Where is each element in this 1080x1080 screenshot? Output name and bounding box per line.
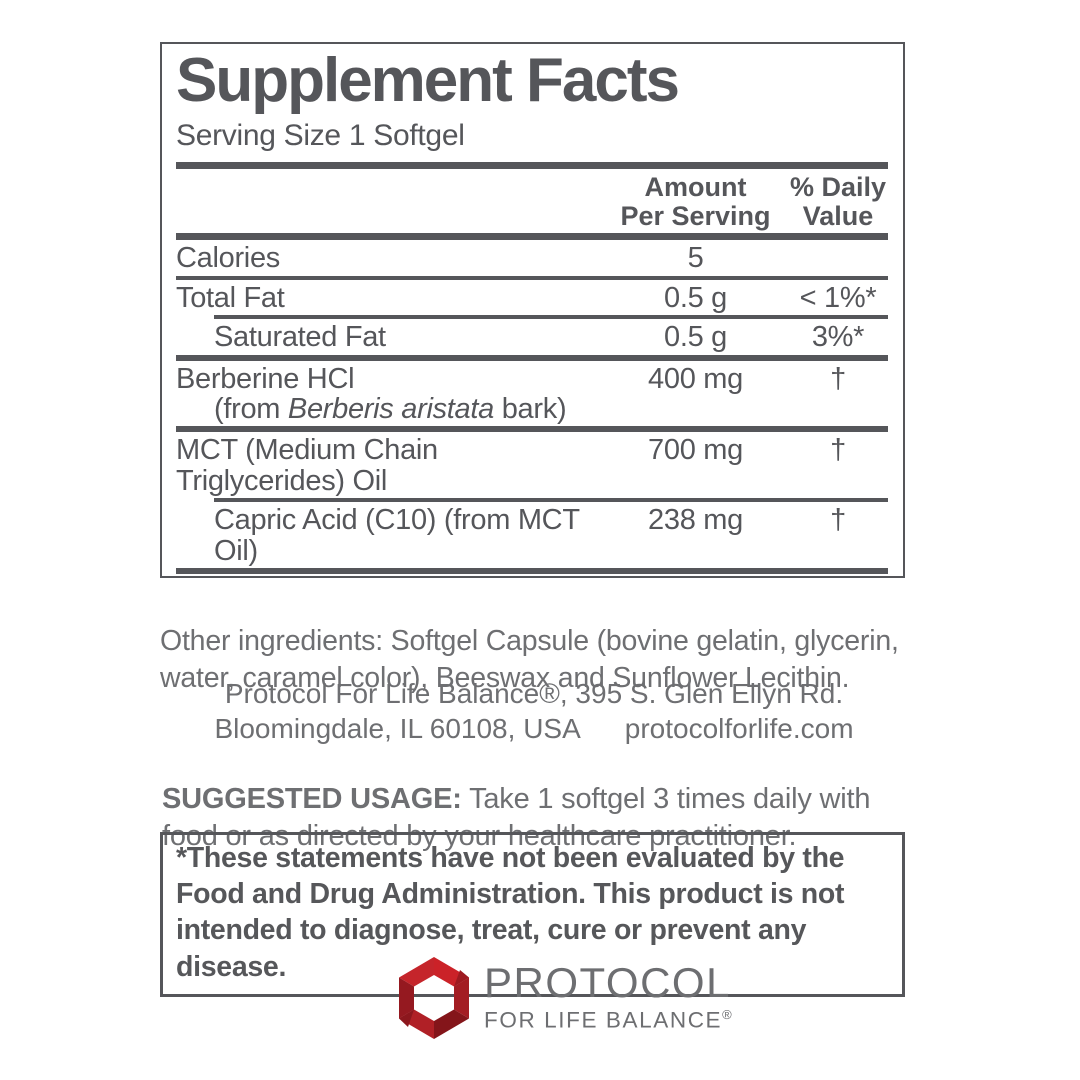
source-suffix: bark) — [493, 392, 567, 425]
logo-tagline-text: FOR LIFE BALANCE — [484, 1007, 723, 1033]
nutrient-amount: 5 — [687, 242, 704, 275]
address-line2: Bloomingdale, IL 60108, USA protocolforli… — [160, 711, 908, 746]
source-latin-name: Berberis aristata — [287, 392, 494, 425]
row-divider — [176, 275, 888, 280]
nutrient-dv: † — [830, 504, 846, 537]
supplement-facts-panel: Supplement Facts Serving Size 1 Softgel … — [160, 42, 905, 578]
header-daily-value: % Daily Value — [788, 173, 888, 230]
nutrient-amount: 0.5 g — [664, 281, 727, 314]
thick-rule — [176, 568, 888, 575]
table-row-capric-acid: Capric Acid (C10) (from MCT Oil) 238 mg … — [176, 502, 888, 568]
company-address: Protocol For Life Balance®, 395 S. Glen … — [160, 676, 908, 746]
protocol-hexagon-icon — [399, 957, 469, 1039]
header-amount-line1: Amount — [644, 172, 747, 202]
header-dv-line1: % Daily — [789, 172, 887, 202]
thick-rule — [176, 426, 888, 433]
nutrient-name: Calories — [176, 242, 280, 275]
nutrient-dv: † — [830, 362, 846, 395]
suggested-usage-label: SUGGESTED USAGE: — [162, 783, 462, 815]
nutrient-name: Saturated Fat — [214, 321, 386, 354]
nutrient-dv: < 1%* — [799, 281, 877, 314]
nutrient-dv: † — [830, 434, 846, 467]
nutrient-source: (from Berberis aristata bark) — [176, 394, 603, 424]
header-dv-line2: Value — [802, 200, 874, 231]
nutrient-name: Total Fat — [176, 281, 285, 314]
nutrient-amount: 0.5 g — [664, 321, 727, 354]
other-ingredients: Other ingredients: Softgel Capsule (bovi… — [160, 624, 899, 694]
logo-wordmark: PROTOCOL FOR LIFE BALANCE® — [484, 962, 733, 1034]
logo-tagline: FOR LIFE BALANCE® — [484, 1007, 733, 1034]
address-line1: Protocol For Life Balance®, 395 S. Glen … — [224, 678, 844, 709]
thick-rule — [176, 354, 888, 361]
header-amount-line2: Per Serving — [620, 200, 771, 231]
table-row-saturated-fat: Saturated Fat 0.5 g 3%* — [176, 319, 888, 354]
table-row-total-fat: Total Fat 0.5 g < 1%* — [176, 280, 888, 315]
nutrient-amount: 400 mg — [648, 362, 743, 395]
header-spacer — [176, 173, 603, 230]
nutrient-amount: 238 mg — [648, 504, 743, 537]
fda-disclaimer-box: *These statements have not been evaluate… — [160, 832, 905, 997]
protocol-logo: PROTOCOL FOR LIFE BALANCE® — [399, 957, 733, 1039]
thick-rule — [176, 162, 888, 169]
suggested-usage: SUGGESTED USAGE: Take 1 softgel 3 times … — [162, 781, 892, 855]
suggested-usage-text: Take 1 softgel 3 times daily with food o… — [162, 783, 871, 852]
source-prefix: (from — [214, 392, 288, 425]
table-header: Amount Per Serving % Daily Value — [176, 173, 888, 230]
serving-size: Serving Size 1 Softgel — [176, 119, 465, 152]
website-url: protocolforlife.com — [624, 713, 854, 744]
nutrient-amount: 700 mg — [648, 434, 743, 467]
nutrient-name: MCT (Medium Chain Triglycerides) Oil — [176, 434, 438, 497]
header-amount-per-serving: Amount Per Serving — [603, 173, 788, 230]
nutrient-name-line1: Berberine HCl — [176, 362, 355, 395]
registered-mark: ® — [722, 1007, 734, 1023]
table-row-calories: Calories 5 — [176, 240, 888, 275]
nutrient-name: Berberine HCl (from Berberis aristata ba… — [176, 362, 603, 425]
nutrient-dv: 3%* — [811, 321, 865, 354]
address-city: Bloomingdale, IL 60108, USA — [214, 713, 581, 744]
table-row-berberine: Berberine HCl (from Berberis aristata ba… — [176, 361, 888, 427]
logo-name: PROTOCOL — [484, 959, 731, 1007]
thick-rule — [176, 233, 888, 241]
panel-title: Supplement Facts — [176, 46, 680, 115]
row-divider-indented — [214, 498, 888, 503]
nutrient-name: Capric Acid (C10) (from MCT Oil) — [214, 504, 580, 567]
table-row-mct-oil: MCT (Medium Chain Triglycerides) Oil 700… — [176, 432, 888, 498]
row-divider-indented — [214, 315, 888, 320]
